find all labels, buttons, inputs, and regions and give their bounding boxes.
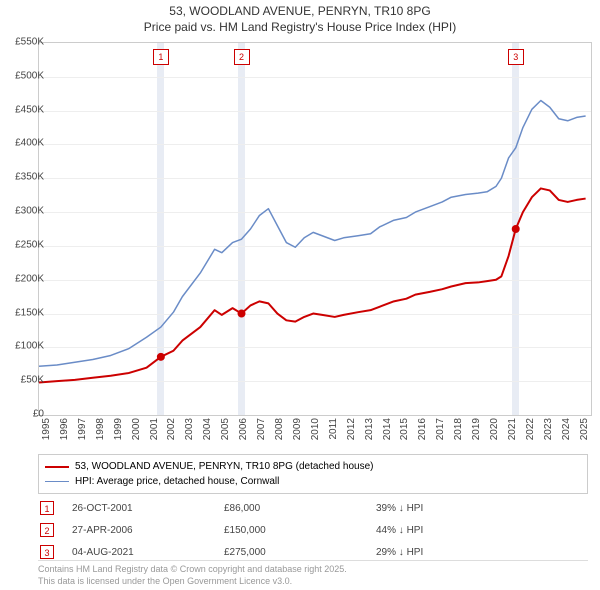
x-axis-label: 2020 bbox=[489, 418, 500, 440]
x-axis-label: 1995 bbox=[41, 418, 52, 440]
title-line2: Price paid vs. HM Land Registry's House … bbox=[0, 20, 600, 36]
table-row: 3 04-AUG-2021£275,00029% ↓ HPI bbox=[40, 542, 586, 562]
series-price_paid bbox=[39, 188, 586, 382]
event-marker-box: 1 bbox=[153, 49, 169, 65]
x-axis-label: 2013 bbox=[364, 418, 375, 440]
legend-label: 53, WOODLAND AVENUE, PENRYN, TR10 8PG (d… bbox=[75, 459, 373, 474]
event-dot bbox=[512, 225, 520, 233]
x-axis-label: 1997 bbox=[77, 418, 88, 440]
plot-area: 1 2 3 bbox=[38, 42, 592, 416]
y-axis-label: £0 bbox=[4, 409, 44, 420]
chart-title: 53, WOODLAND AVENUE, PENRYN, TR10 8PG Pr… bbox=[0, 0, 600, 35]
y-axis-label: £450K bbox=[4, 104, 44, 115]
x-axis-label: 2017 bbox=[435, 418, 446, 440]
event-date: 27-APR-2006 bbox=[72, 520, 222, 540]
event-price: £275,000 bbox=[224, 542, 374, 562]
x-axis-label: 2000 bbox=[131, 418, 142, 440]
legend-item: HPI: Average price, detached house, Corn… bbox=[45, 474, 581, 489]
x-axis-label: 1996 bbox=[59, 418, 70, 440]
event-price: £150,000 bbox=[224, 520, 374, 540]
chart-container: 53, WOODLAND AVENUE, PENRYN, TR10 8PG Pr… bbox=[0, 0, 600, 590]
events-table: 1 26-OCT-2001£86,00039% ↓ HPI 2 27-APR-2006… bbox=[38, 496, 588, 564]
y-axis-label: £250K bbox=[4, 239, 44, 250]
x-axis-label: 2011 bbox=[328, 418, 339, 440]
x-axis-label: 2002 bbox=[166, 418, 177, 440]
x-axis-label: 2021 bbox=[507, 418, 518, 440]
x-axis-label: 2024 bbox=[561, 418, 572, 440]
x-axis-label: 2023 bbox=[543, 418, 554, 440]
table-row: 1 26-OCT-2001£86,00039% ↓ HPI bbox=[40, 498, 586, 518]
y-axis-label: £300K bbox=[4, 206, 44, 217]
y-axis-label: £500K bbox=[4, 70, 44, 81]
event-date: 26-OCT-2001 bbox=[72, 498, 222, 518]
event-delta: 29% ↓ HPI bbox=[376, 542, 586, 562]
event-number-box: 2 bbox=[40, 523, 54, 537]
event-delta: 39% ↓ HPI bbox=[376, 498, 586, 518]
y-axis-label: £350K bbox=[4, 172, 44, 183]
y-axis-label: £50K bbox=[4, 375, 44, 386]
x-axis-label: 2004 bbox=[202, 418, 213, 440]
y-axis-label: £550K bbox=[4, 37, 44, 48]
footer-line2: This data is licensed under the Open Gov… bbox=[38, 576, 588, 588]
event-number-box: 1 bbox=[40, 501, 54, 515]
x-axis-label: 2016 bbox=[417, 418, 428, 440]
x-axis-label: 2019 bbox=[471, 418, 482, 440]
title-line1: 53, WOODLAND AVENUE, PENRYN, TR10 8PG bbox=[0, 4, 600, 20]
x-axis-label: 2010 bbox=[310, 418, 321, 440]
footer: Contains HM Land Registry data © Crown c… bbox=[38, 560, 588, 587]
legend-item: 53, WOODLAND AVENUE, PENRYN, TR10 8PG (d… bbox=[45, 459, 581, 474]
legend: 53, WOODLAND AVENUE, PENRYN, TR10 8PG (d… bbox=[38, 454, 588, 494]
x-axis-label: 1998 bbox=[95, 418, 106, 440]
table-row: 2 27-APR-2006£150,00044% ↓ HPI bbox=[40, 520, 586, 540]
y-axis-label: £150K bbox=[4, 307, 44, 318]
series-hpi bbox=[39, 100, 586, 366]
footer-line1: Contains HM Land Registry data © Crown c… bbox=[38, 564, 588, 576]
x-axis-label: 2007 bbox=[256, 418, 267, 440]
event-marker-box: 2 bbox=[234, 49, 250, 65]
legend-swatch bbox=[45, 466, 69, 468]
event-dot bbox=[157, 353, 165, 361]
y-axis-label: £400K bbox=[4, 138, 44, 149]
x-axis-label: 2018 bbox=[453, 418, 464, 440]
x-axis-label: 1999 bbox=[113, 418, 124, 440]
legend-swatch bbox=[45, 481, 69, 482]
x-axis-label: 2003 bbox=[184, 418, 195, 440]
plot-svg bbox=[39, 43, 591, 415]
x-axis-label: 2015 bbox=[399, 418, 410, 440]
x-axis-label: 2001 bbox=[149, 418, 160, 440]
x-axis-label: 2005 bbox=[220, 418, 231, 440]
event-date: 04-AUG-2021 bbox=[72, 542, 222, 562]
x-axis-label: 2009 bbox=[292, 418, 303, 440]
y-axis-label: £200K bbox=[4, 273, 44, 284]
event-number-box: 3 bbox=[40, 545, 54, 559]
x-axis-label: 2022 bbox=[525, 418, 536, 440]
x-axis-label: 2012 bbox=[346, 418, 357, 440]
x-axis-label: 2025 bbox=[579, 418, 590, 440]
x-axis-label: 2006 bbox=[238, 418, 249, 440]
event-dot bbox=[238, 310, 246, 318]
x-axis-label: 2014 bbox=[382, 418, 393, 440]
legend-label: HPI: Average price, detached house, Corn… bbox=[75, 474, 279, 489]
event-price: £86,000 bbox=[224, 498, 374, 518]
x-axis-label: 2008 bbox=[274, 418, 285, 440]
event-marker-box: 3 bbox=[508, 49, 524, 65]
event-delta: 44% ↓ HPI bbox=[376, 520, 586, 540]
y-axis-label: £100K bbox=[4, 341, 44, 352]
